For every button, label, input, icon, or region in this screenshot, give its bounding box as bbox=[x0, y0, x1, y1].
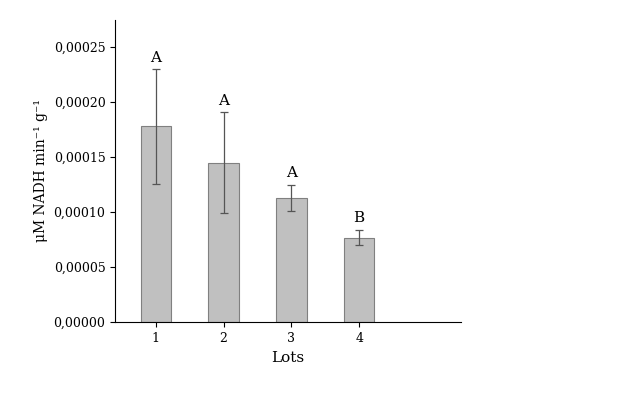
Bar bbox=[344, 237, 374, 322]
Text: A: A bbox=[218, 94, 229, 108]
X-axis label: Lots: Lots bbox=[271, 351, 305, 365]
Text: A: A bbox=[286, 166, 297, 180]
Bar bbox=[276, 198, 307, 322]
Bar bbox=[209, 163, 239, 322]
Text: B: B bbox=[353, 211, 365, 226]
Bar bbox=[141, 127, 171, 322]
Y-axis label: μM NADH min⁻¹ g⁻¹: μM NADH min⁻¹ g⁻¹ bbox=[34, 99, 48, 242]
Text: A: A bbox=[150, 51, 161, 65]
